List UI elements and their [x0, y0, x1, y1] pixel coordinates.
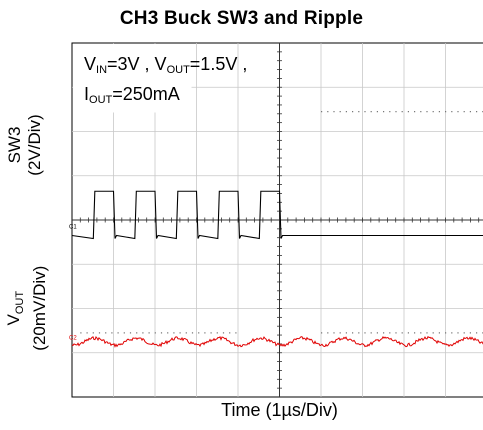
x-axis-label: Time (1µs/Div)	[221, 400, 338, 420]
conditions-line-1: VIN=3V , VOUT=1.5V ,	[84, 54, 248, 76]
test-conditions: VIN=3V , VOUT=1.5V , IOUT=250mA	[84, 52, 247, 112]
sw3-channel-marker: C1	[69, 225, 77, 231]
chart-title: CH3 Buck SW3 and Ripple	[119, 8, 364, 29]
conditions-background	[73, 44, 192, 113]
conditions-line-2: IOUT=250mA	[84, 84, 180, 106]
sw3-trace	[71, 190, 483, 240]
vout-channel-marker: C2	[69, 336, 77, 342]
vout-ripple-trace	[71, 335, 483, 348]
